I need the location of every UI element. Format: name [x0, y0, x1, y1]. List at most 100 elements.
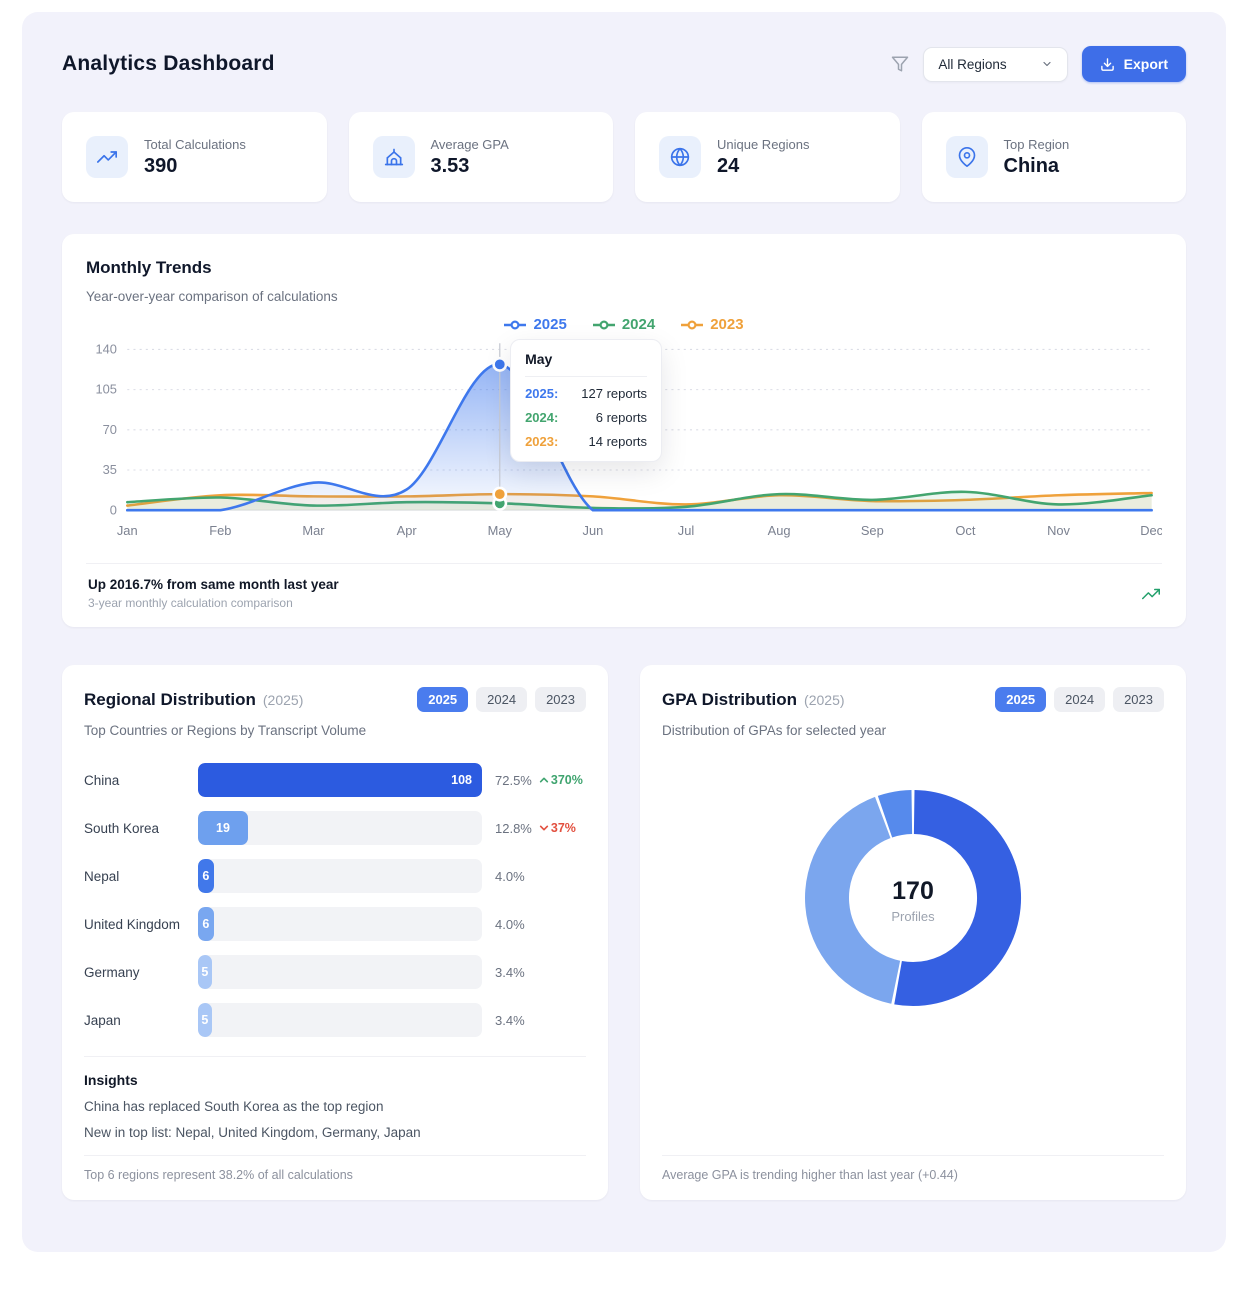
trends-footer-sub: 3-year monthly calculation comparison	[88, 596, 293, 611]
gpa-title-suffix: (2025)	[804, 691, 845, 708]
tooltip-value: 6 reports	[595, 410, 648, 425]
donut-chart-svg[interactable]	[783, 768, 1043, 1028]
trends-footer: Up 2016.7% from same month last year 3-y…	[86, 563, 1162, 627]
svg-text:70: 70	[103, 422, 117, 437]
region-metrics: 12.8% 37%	[482, 821, 586, 836]
stat-label: Unique Regions	[717, 136, 810, 152]
region-bar-value: 5	[201, 1013, 209, 1028]
line-chart-svg[interactable]: 0 35 70 105 140 Jan Feb Mar Apr May Jun Jul Aug Sep Oc…	[86, 335, 1162, 553]
trending-up-icon	[1142, 585, 1160, 603]
region-percent: 12.8%	[495, 820, 532, 836]
region-bar: 5	[198, 955, 212, 990]
region-metrics: 4.0%	[482, 869, 586, 884]
svg-text:35: 35	[103, 462, 117, 477]
stat-card-average-gpa: Average GPA 3.53	[348, 112, 613, 202]
region-bar: 19	[198, 811, 248, 846]
svg-text:0: 0	[110, 502, 117, 517]
stat-card-total-calculations: Total Calculations 390	[62, 112, 327, 202]
svg-text:140: 140	[95, 342, 116, 357]
regional-footer: Top 6 regions represent 38.2% of all cal…	[84, 1155, 586, 1182]
page-header: Analytics Dashboard All Regions Export	[62, 46, 1186, 82]
region-bar-track: 5	[198, 955, 482, 990]
year-button-2024[interactable]: 2024	[1054, 687, 1106, 713]
region-filter-select[interactable]: All Regions	[923, 46, 1068, 82]
region-metrics: 3.4%	[482, 1013, 586, 1028]
chevron-down-icon	[1041, 58, 1053, 70]
monthly-trends-card: Monthly Trends Year-over-year comparison…	[62, 234, 1186, 628]
change-value: 370%	[550, 773, 583, 788]
chart-tooltip: May 2025: 127 reports 2024: 6 reports 2023: 1…	[510, 339, 663, 462]
svg-text:Nov: Nov	[1047, 523, 1070, 538]
school-icon	[372, 136, 415, 178]
gpa-title: GPA Distribution (2025)	[662, 690, 845, 710]
region-row: Germany 5 3.4%	[84, 948, 586, 996]
region-percent: 3.4%	[495, 964, 525, 980]
region-bar-value: 108	[451, 773, 472, 788]
legend-item-2023[interactable]: 2023	[681, 316, 744, 333]
monthly-trends-title: Monthly Trends	[86, 258, 212, 277]
region-percent: 4.0%	[495, 868, 525, 884]
monthly-trends-chart[interactable]: 0 35 70 105 140 Jan Feb Mar Apr May Jun Jul Aug Sep Oc…	[86, 335, 1162, 553]
svg-text:Dec: Dec	[1140, 523, 1162, 538]
region-bar-list: China 108 72.5% 370% South Korea 19 12.8% 37% Ne…	[84, 756, 586, 1044]
region-metrics: 3.4%	[482, 965, 586, 980]
chevron-up-icon	[539, 777, 549, 783]
region-row: Japan 5 3.4%	[84, 996, 586, 1044]
tooltip-rows: 2025: 127 reports 2024: 6 reports 2023: 14 re…	[525, 386, 647, 449]
region-label: Japan	[84, 1012, 121, 1028]
stat-card-top-region: Top Region China	[921, 112, 1186, 202]
export-button[interactable]: Export	[1081, 46, 1186, 82]
stat-value: China	[1003, 154, 1060, 177]
legend-marker-icon	[592, 319, 615, 330]
tooltip-year: 2024:	[525, 410, 559, 425]
region-label: Nepal	[84, 868, 120, 884]
regional-year-buttons: 2025 2024 2023	[417, 687, 586, 713]
gpa-donut-chart[interactable]: 170 Profiles	[783, 768, 1043, 1033]
region-row: Nepal 6 4.0%	[84, 852, 586, 900]
legend-label: 2024	[621, 316, 656, 333]
legend-item-2025[interactable]: 2025	[504, 316, 567, 333]
svg-text:Jan: Jan	[117, 523, 138, 538]
change-down-indicator: 37%	[539, 821, 576, 835]
svg-text:May: May	[488, 523, 513, 538]
region-bar: 6	[198, 907, 214, 942]
gpa-footer: Average GPA is trending higher than last…	[662, 1155, 1164, 1182]
year-button-2024[interactable]: 2024	[476, 687, 528, 713]
legend-marker-icon	[504, 319, 527, 330]
insight-line: New in top list: Nepal, United Kingdom, …	[84, 1125, 421, 1141]
gpa-title-text: GPA Distribution	[662, 689, 798, 709]
year-button-2025[interactable]: 2025	[995, 687, 1047, 713]
year-button-2023[interactable]: 2023	[535, 687, 586, 713]
regional-subtitle: Top Countries or Regions by Transcript V…	[84, 723, 367, 739]
map-pin-icon	[945, 136, 988, 178]
stat-label: Top Region	[1003, 136, 1070, 152]
filter-icon[interactable]	[891, 55, 909, 73]
region-bar-value: 6	[202, 869, 210, 884]
trends-footer-highlight: Up 2016.7% from same month last year	[88, 577, 339, 593]
change-up-indicator: 370%	[539, 773, 583, 787]
region-bar: 6	[198, 859, 214, 894]
regional-distribution-card: Regional Distribution (2025) 2025 2024 2023…	[62, 665, 608, 1201]
region-label: South Korea	[84, 820, 160, 836]
region-bar: 108	[198, 763, 482, 798]
svg-text:Aug: Aug	[768, 523, 791, 538]
region-bar-value: 6	[202, 917, 210, 932]
region-bar-track: 19	[198, 811, 482, 846]
svg-text:Jun: Jun	[583, 523, 604, 538]
stat-label: Total Calculations	[144, 136, 246, 152]
regional-title-text: Regional Distribution	[84, 689, 256, 709]
dashboard-page: Analytics Dashboard All Regions Export	[22, 12, 1226, 1252]
insights-section: Insights China has replaced South Korea …	[84, 1056, 586, 1140]
change-value: 37%	[550, 821, 576, 836]
tooltip-row: 2023: 14 reports	[525, 434, 647, 449]
stat-value: 3.53	[430, 154, 470, 177]
year-button-2025[interactable]: 2025	[417, 687, 469, 713]
region-row: China 108 72.5% 370%	[84, 756, 586, 804]
region-percent: 4.0%	[495, 916, 525, 932]
year-button-2023[interactable]: 2023	[1113, 687, 1164, 713]
region-percent: 72.5%	[495, 772, 532, 788]
legend-item-2024[interactable]: 2024	[592, 316, 656, 333]
stat-label: Average GPA	[430, 136, 509, 152]
gpa-distribution-card: GPA Distribution (2025) 2025 2024 2023 Dist…	[640, 665, 1186, 1201]
regional-title-suffix: (2025)	[262, 691, 304, 708]
